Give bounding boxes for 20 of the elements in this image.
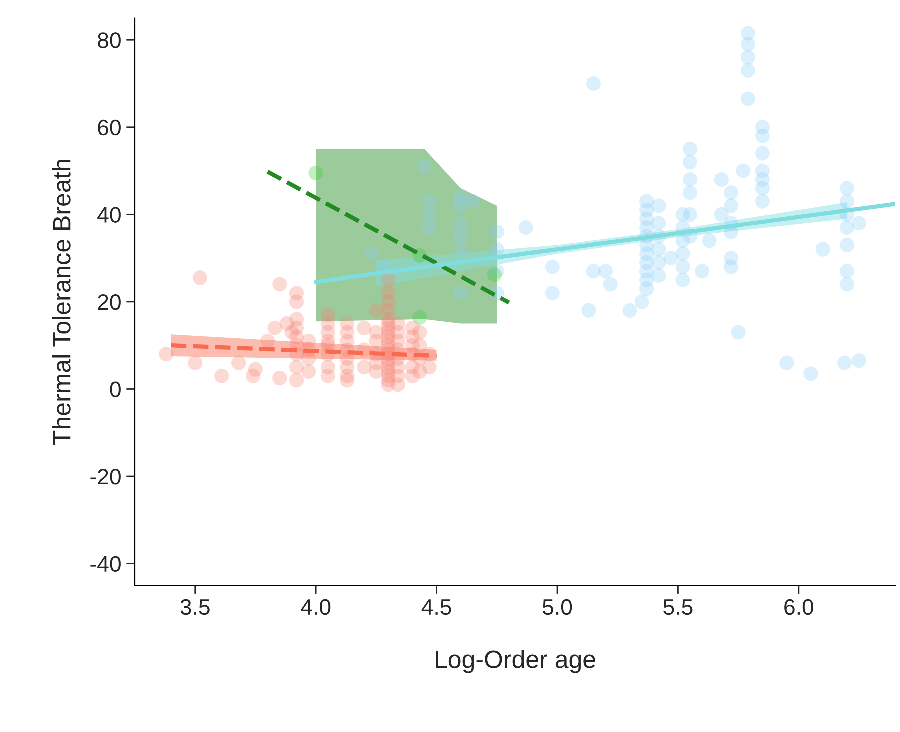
y-tick-label: 60 bbox=[98, 120, 121, 136]
y-tick-label: 40 bbox=[98, 207, 121, 223]
point bbox=[412, 310, 428, 325]
x-axis-title: Log-Order age bbox=[436, 650, 596, 674]
line-series bbox=[266, 170, 512, 305]
y-axis-title: Thermal Tolerance Breath bbox=[52, 160, 71, 445]
y-tick-label: -20 bbox=[90, 469, 121, 485]
y-tick-label: 20 bbox=[98, 294, 121, 310]
x-tick-label: 3.5 bbox=[180, 599, 210, 616]
x-tick-label: 4.5 bbox=[422, 600, 452, 616]
y-tick-label: 0 bbox=[110, 382, 121, 398]
line-series bbox=[314, 202, 896, 284]
y-tick-label: 80 bbox=[98, 32, 121, 48]
x-tick-label: 5.5 bbox=[664, 600, 693, 616]
x-tick-label: 6.0 bbox=[784, 599, 814, 616]
point bbox=[487, 268, 502, 282]
y-tick-label: -40 bbox=[90, 556, 121, 572]
x-tick-label: 5.0 bbox=[542, 599, 572, 616]
point bbox=[308, 166, 324, 180]
x-tick-label: 4.0 bbox=[301, 599, 331, 616]
